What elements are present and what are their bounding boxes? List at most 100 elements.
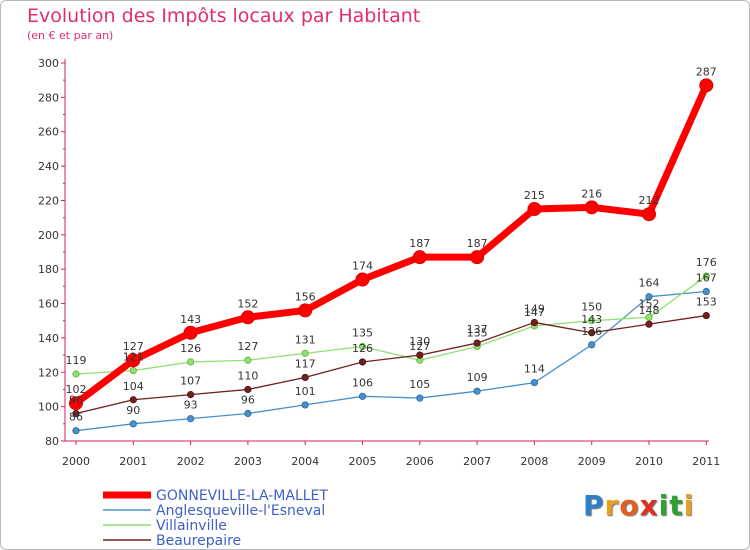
data-label-2: 135 — [467, 327, 488, 340]
data-point-1 — [301, 401, 309, 409]
data-point-1 — [645, 293, 653, 301]
chart-title: Evolution des Impôts locaux par Habitant — [27, 5, 421, 27]
data-label-0: 187 — [409, 237, 430, 250]
y-tick-label: 100 — [38, 401, 59, 414]
x-tick-label: 2008 — [520, 455, 548, 468]
y-tick-label: 280 — [38, 91, 59, 104]
data-label-0: 212 — [639, 194, 660, 207]
data-point-3 — [702, 311, 710, 320]
data-label-0: 156 — [295, 290, 316, 303]
data-label-1: 86 — [69, 411, 83, 424]
data-label-2: 135 — [352, 327, 373, 340]
data-point-2 — [187, 358, 195, 366]
y-tick-label: 180 — [38, 263, 59, 276]
data-point-3 — [244, 385, 252, 394]
data-point-2 — [72, 370, 80, 378]
data-point-0 — [183, 325, 198, 340]
y-tick-label: 140 — [38, 332, 59, 345]
logo-letter: x — [639, 489, 659, 522]
data-label-3: 153 — [696, 296, 717, 309]
data-label-3: 117 — [295, 357, 316, 370]
series-line-3 — [75, 314, 707, 415]
data-point-0 — [69, 396, 83, 411]
data-label-1: 106 — [352, 376, 373, 389]
legend-label-3: Beaurepaire — [156, 533, 241, 549]
data-label-2: 131 — [295, 333, 316, 346]
x-tick-label: 2002 — [177, 455, 205, 468]
data-point-3 — [645, 320, 653, 328]
data-point-3 — [129, 396, 137, 404]
data-label-1: 114 — [524, 363, 545, 376]
y-tick-label: 300 — [38, 57, 59, 70]
logo-letter: r — [604, 489, 620, 522]
logo-letter: P — [583, 489, 605, 522]
data-point-3 — [416, 351, 424, 359]
y-tick-label: 220 — [38, 194, 59, 207]
data-label-2: 152 — [639, 297, 660, 310]
data-point-2 — [702, 272, 710, 280]
data-point-1 — [72, 427, 80, 435]
data-point-2 — [301, 349, 309, 357]
data-point-0 — [126, 353, 141, 368]
series-line-1 — [75, 290, 707, 432]
x-tick-label: 2010 — [635, 455, 663, 468]
data-point-3 — [588, 329, 596, 337]
chart-subtitle: (en € et par an) — [27, 29, 114, 42]
data-point-3 — [473, 339, 481, 347]
data-point-0 — [527, 202, 542, 217]
data-point-0 — [699, 78, 714, 93]
y-tick-label: 160 — [38, 298, 59, 311]
data-label-1: 93 — [184, 399, 198, 412]
series-line-0 — [72, 81, 710, 407]
data-label-3: 130 — [409, 335, 430, 348]
data-label-3: 104 — [123, 380, 144, 393]
data-label-2: 126 — [180, 342, 201, 355]
data-point-2 — [244, 356, 252, 364]
x-tick-label: 2001 — [119, 455, 147, 468]
data-point-2 — [129, 366, 137, 375]
data-point-3 — [530, 318, 539, 327]
data-point-0 — [298, 303, 313, 318]
y-tick-label: 80 — [45, 435, 59, 448]
x-tick-label: 2011 — [692, 455, 720, 468]
data-label-2: 121 — [123, 351, 144, 364]
y-tick-label: 120 — [38, 366, 59, 379]
logo-letter: o — [619, 489, 640, 522]
data-label-0: 287 — [696, 65, 717, 78]
data-label-0: 187 — [467, 237, 488, 250]
data-point-1 — [244, 409, 252, 418]
data-label-0: 127 — [123, 340, 144, 353]
data-label-3: 148 — [639, 304, 660, 317]
legend-label-0: GONNEVILLE-LA-MALLET — [156, 488, 328, 504]
data-point-1 — [187, 415, 195, 423]
data-point-1 — [530, 378, 539, 387]
data-label-0: 143 — [180, 313, 201, 326]
data-point-0 — [584, 200, 599, 215]
data-label-1: 136 — [581, 325, 602, 338]
data-point-3 — [301, 373, 309, 382]
data-point-2 — [588, 317, 596, 325]
data-point-0 — [412, 250, 427, 265]
data-label-3: 149 — [524, 302, 545, 315]
data-label-3: 143 — [581, 313, 602, 326]
data-label-1: 164 — [639, 277, 660, 290]
data-label-0: 174 — [352, 259, 373, 272]
data-label-1: 101 — [295, 385, 316, 398]
x-tick-label: 2009 — [578, 455, 606, 468]
data-label-0: 216 — [581, 187, 602, 200]
legend-label-2: Villainville — [156, 518, 227, 534]
x-tick-label: 2007 — [463, 455, 491, 468]
logo-letter: i — [683, 489, 695, 522]
data-label-0: 215 — [524, 189, 545, 202]
data-label-1: 167 — [696, 272, 717, 285]
data-label-1: 109 — [467, 371, 488, 384]
data-label-3: 110 — [237, 369, 258, 382]
data-point-3 — [187, 391, 195, 399]
logo-letter: t — [669, 489, 684, 522]
data-point-1 — [129, 420, 137, 428]
proxiti-logo: Proxiti — [583, 489, 694, 522]
data-label-3: 126 — [352, 342, 373, 355]
data-point-1 — [416, 394, 424, 402]
